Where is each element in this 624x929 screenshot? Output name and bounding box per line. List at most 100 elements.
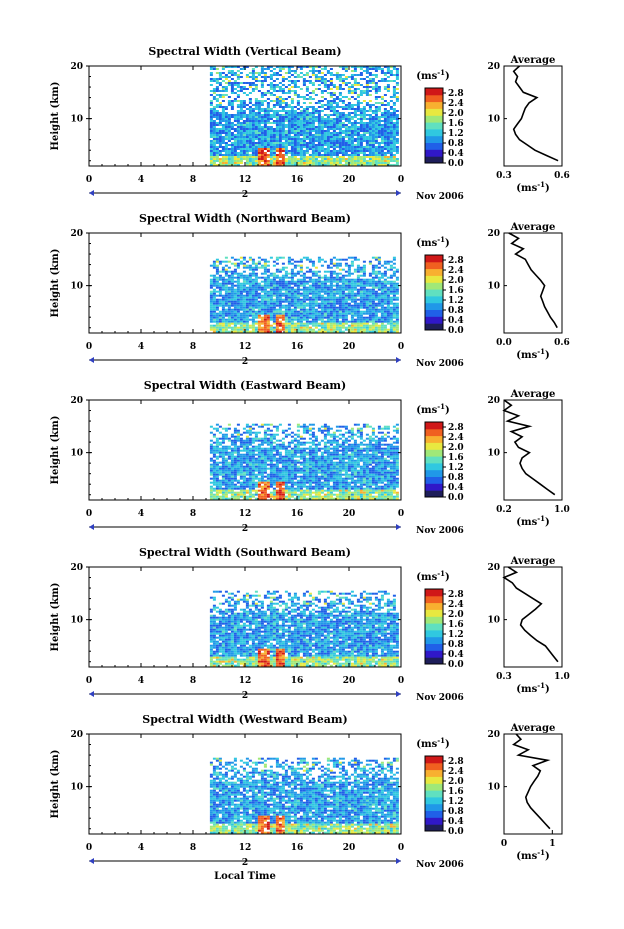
heatmap-cell	[242, 441, 246, 444]
heatmap-cell	[209, 316, 213, 319]
heatmap-cell	[260, 122, 264, 124]
heatmap-cell	[338, 296, 342, 299]
heatmap-cell	[251, 136, 255, 138]
heatmap-cell	[383, 284, 387, 287]
heatmap-cell	[248, 142, 252, 144]
heatmap-cell	[290, 258, 294, 261]
heatmap-cell	[386, 280, 390, 283]
heatmap-cell	[251, 453, 255, 456]
heatmap-cell	[221, 318, 225, 321]
heatmap-cell	[251, 152, 255, 154]
heatmap-cell	[308, 76, 312, 78]
heatmap-cell	[353, 162, 357, 164]
heatmap-cell	[344, 282, 348, 285]
heatmap-cell	[221, 451, 225, 454]
heatmap-cell	[392, 142, 396, 144]
heatmap-cell	[296, 130, 300, 132]
heatmap-cell	[308, 260, 312, 263]
heatmap-cell	[320, 290, 324, 293]
heatmap-cell	[317, 112, 321, 114]
heatmap-cell	[338, 126, 342, 128]
heatmap-cell	[254, 433, 258, 436]
heatmap-cell	[221, 328, 225, 331]
heatmap-cell	[236, 433, 240, 436]
heatmap-cell	[239, 154, 243, 156]
heatmap-cell	[338, 292, 342, 295]
heatmap-cell	[332, 292, 336, 295]
heatmap-cell	[242, 469, 246, 472]
heatmap-cell	[356, 134, 360, 136]
heatmap-cell	[221, 88, 225, 90]
heatmap-cell	[323, 114, 327, 116]
heatmap-cell	[380, 140, 384, 142]
heatmap-cell	[389, 150, 393, 152]
heatmap-cell	[266, 294, 270, 297]
heatmap-cell	[224, 459, 228, 462]
heatmap-cell	[299, 280, 303, 283]
heatmap-cell	[254, 489, 258, 492]
heatmap-cell	[218, 270, 222, 273]
heatmap-cell	[254, 431, 258, 434]
heatmap-cell	[215, 86, 219, 88]
heatmap-cell	[248, 118, 252, 120]
heatmap-cell	[359, 150, 363, 152]
heatmap-cell	[266, 284, 270, 287]
heatmap-cell	[275, 262, 279, 265]
heatmap-cell	[212, 134, 216, 136]
heatmap-cell	[212, 132, 216, 134]
heatmap-cell	[335, 266, 339, 269]
heatmap-cell	[239, 90, 243, 92]
heatmap-cell	[335, 122, 339, 124]
heatmap-cell	[269, 152, 273, 154]
heatmap-cell	[341, 140, 345, 142]
heatmap-cell	[209, 465, 213, 468]
heatmap-cell	[395, 312, 399, 315]
heatmap-cell	[356, 306, 360, 309]
heatmap-cell	[233, 130, 237, 132]
heatmap-cell	[359, 162, 363, 164]
heatmap-cell	[224, 302, 228, 305]
heatmap-cell	[230, 136, 234, 138]
heatmap-cell	[371, 116, 375, 118]
heatmap-cell	[212, 120, 216, 122]
heatmap-cell	[257, 465, 261, 468]
heatmap-cell	[236, 78, 240, 80]
heatmap-cell	[212, 68, 216, 70]
heatmap-cell	[287, 112, 291, 114]
heatmap-cell	[251, 423, 255, 426]
heatmap-cell	[365, 292, 369, 295]
heatmap-cell	[386, 146, 390, 148]
heatmap-cell	[221, 326, 225, 329]
heatmap-cell	[221, 94, 225, 96]
heatmap-cell	[284, 130, 288, 132]
heatmap-cell	[395, 142, 399, 144]
heatmap-cell	[335, 276, 339, 279]
heatmap-cell	[263, 132, 267, 134]
heatmap-cell	[320, 286, 324, 289]
heatmap-cell	[245, 467, 249, 470]
heatmap-cell	[281, 108, 285, 110]
heatmap-cell	[275, 114, 279, 116]
heatmap-cell	[353, 308, 357, 311]
heatmap-cell	[245, 118, 249, 120]
heatmap-cell	[257, 495, 261, 498]
heatmap-cell	[284, 296, 288, 299]
heatmap-cell	[221, 162, 225, 164]
heatmap-cell	[209, 134, 213, 136]
heatmap-cell	[260, 447, 264, 450]
heatmap-cell	[380, 298, 384, 301]
heatmap-cell	[344, 162, 348, 164]
heatmap-cell	[353, 104, 357, 106]
heatmap-cell	[293, 152, 297, 154]
heatmap-cell	[335, 118, 339, 120]
heatmap-cell	[236, 449, 240, 452]
heatmap-cell	[275, 74, 279, 76]
heatmap-cell	[371, 288, 375, 291]
heatmap-cell	[263, 276, 267, 279]
heatmap-cell	[314, 302, 318, 305]
x-tick-label: 0	[398, 342, 404, 352]
heatmap-cell	[323, 288, 327, 291]
heatmap-cell	[269, 280, 273, 283]
heatmap-cell	[275, 126, 279, 128]
heatmap-cell	[293, 288, 297, 291]
